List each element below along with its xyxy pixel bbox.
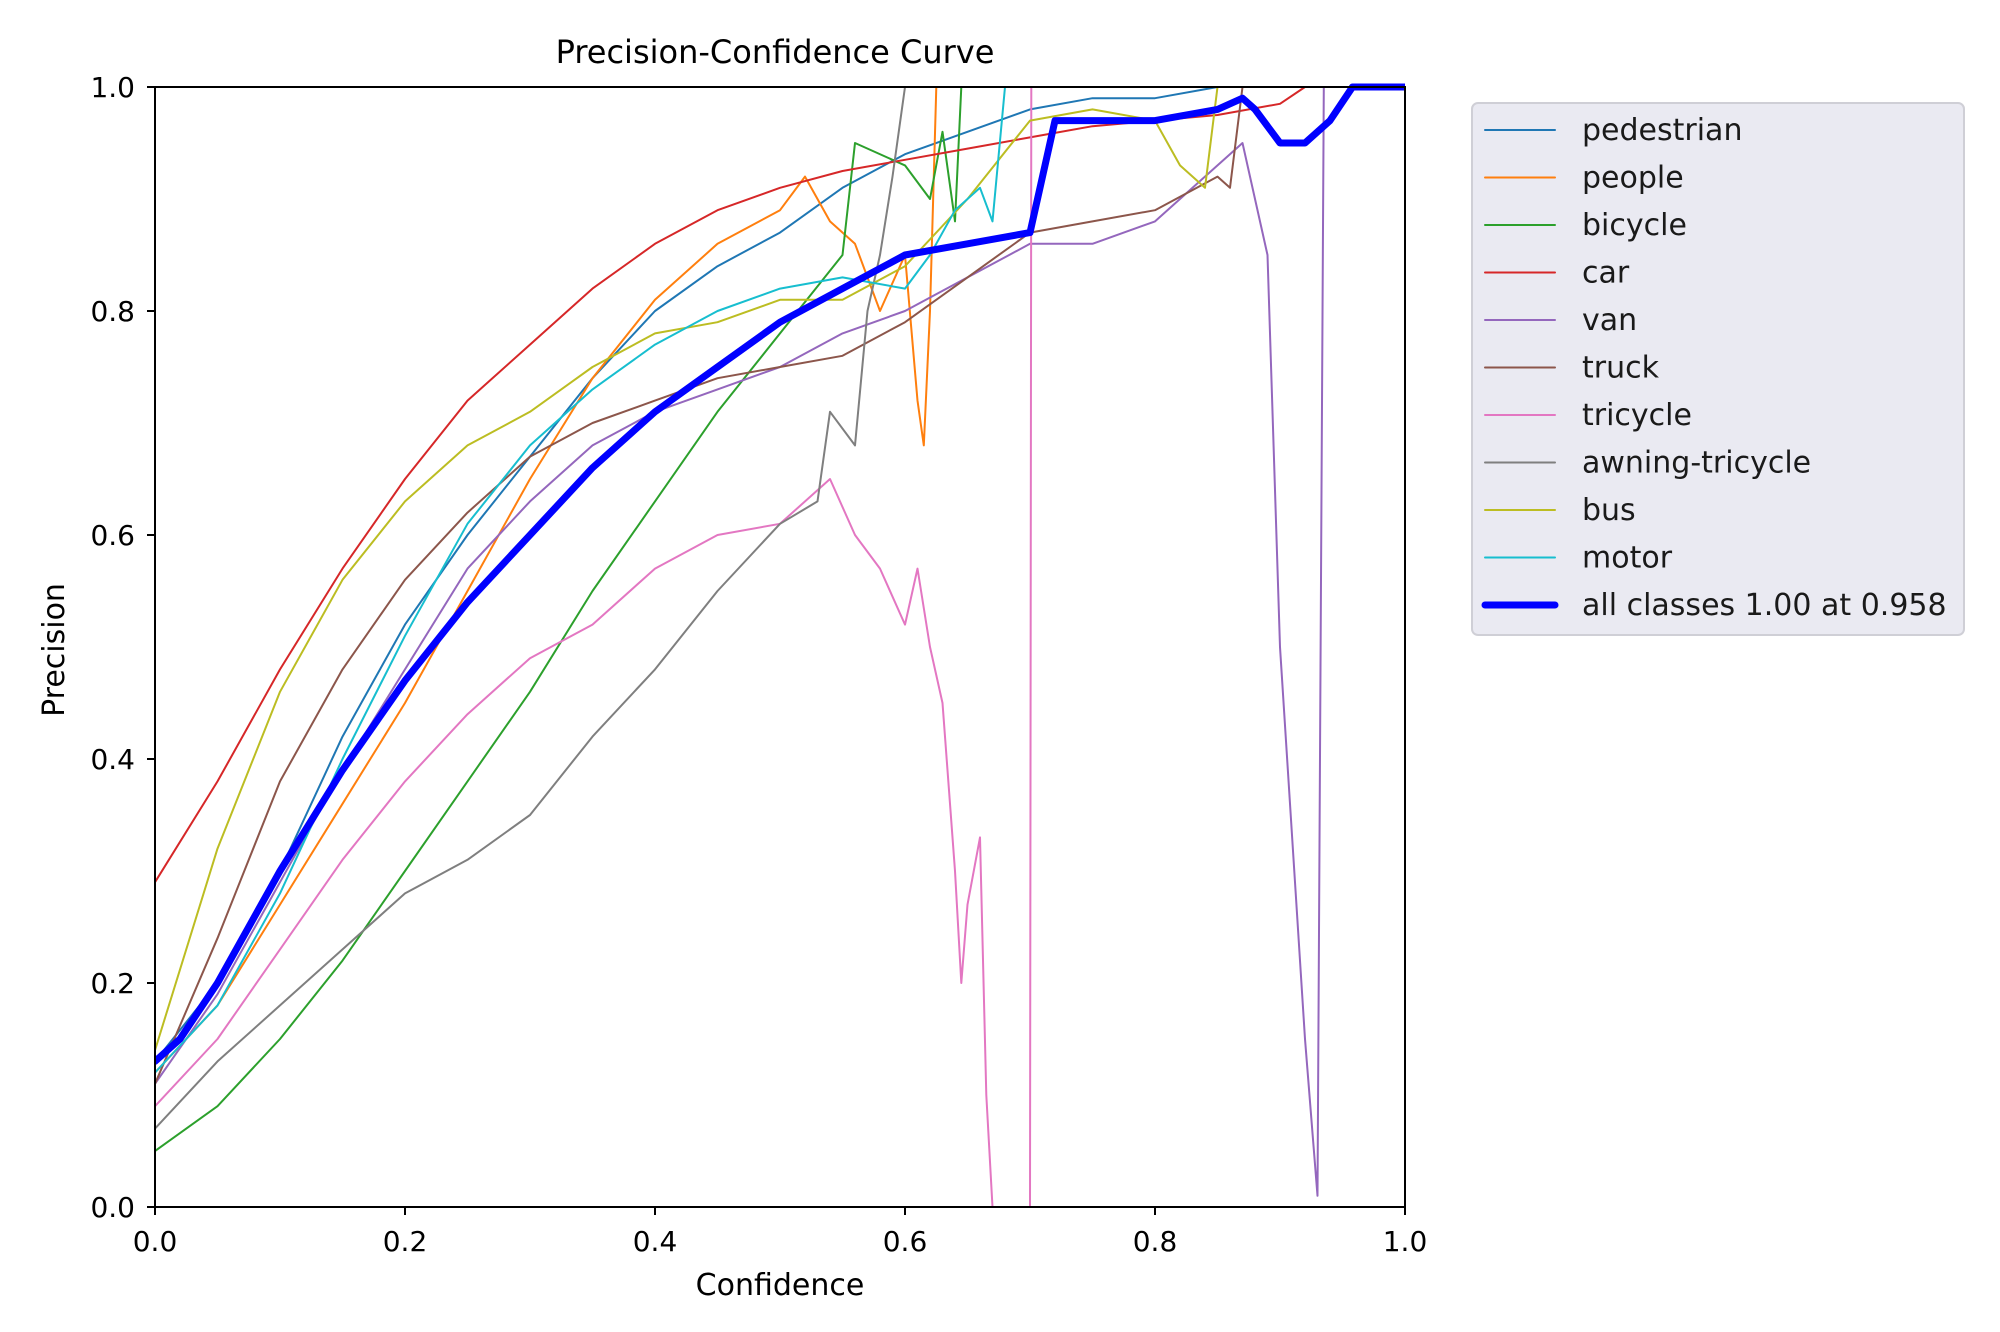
series-line-all <box>155 83 1405 1065</box>
legend-label: motor <box>1582 541 1673 576</box>
x-axis-label: Confidence <box>696 1268 865 1303</box>
legend-label: truck <box>1582 351 1660 386</box>
series-line-van <box>155 86 1405 1197</box>
legend-label: bicycle <box>1582 208 1687 243</box>
x-tick-label: 0.6 <box>883 1225 928 1258</box>
x-tick-label: 0.2 <box>383 1225 428 1258</box>
legend-label: awning-tricycle <box>1582 446 1811 481</box>
y-tick-label: 0.4 <box>90 743 135 776</box>
legend: pedestrian people bicycle car van truck tricyc… <box>1471 102 1965 636</box>
legend-label: car <box>1582 256 1630 291</box>
legend-label: tricycle <box>1582 398 1692 433</box>
legend-label: bus <box>1582 493 1636 528</box>
series-line-awning-tricycle <box>155 86 1405 1130</box>
x-axis: 0.0 0.2 0.4 0.6 0.8 1.0 <box>133 1207 1428 1258</box>
legend-box <box>1471 102 1965 636</box>
series-line-truck <box>155 86 1405 1085</box>
legend-label: all classes 1.00 at 0.958 <box>1582 588 1947 623</box>
x-tick-label: 0.8 <box>1133 1225 1178 1258</box>
plot-frame <box>154 86 1406 1208</box>
y-tick-label: 1.0 <box>90 71 135 104</box>
y-axis-label: Precision <box>37 583 72 717</box>
x-tick-label: 0.0 <box>133 1225 178 1258</box>
x-tick-label: 0.4 <box>633 1225 678 1258</box>
legend-label: van <box>1582 303 1637 338</box>
series-line-people <box>155 86 1405 1074</box>
series-line-tricycle <box>155 86 1405 1208</box>
series-line-bicycle <box>155 86 1405 1152</box>
y-axis: 0.0 0.2 0.4 0.6 0.8 1.0 <box>90 71 155 1224</box>
y-tick-label: 0.2 <box>90 967 135 1000</box>
x-tick-label: 1.0 <box>1383 1225 1428 1258</box>
y-tick-label: 0.0 <box>90 1191 135 1224</box>
series-line-pedestrian <box>155 86 1405 1063</box>
y-tick-label: 0.8 <box>90 295 135 328</box>
series-line-car <box>155 86 1405 884</box>
series-line-bus <box>155 86 1405 1052</box>
legend-label: people <box>1582 161 1684 196</box>
series-line-motor <box>155 86 1405 1074</box>
chart-title: Precision-Confidence Curve <box>556 33 995 71</box>
plot-area <box>155 83 1405 1208</box>
legend-label: pedestrian <box>1582 113 1742 148</box>
y-tick-label: 0.6 <box>90 519 135 552</box>
